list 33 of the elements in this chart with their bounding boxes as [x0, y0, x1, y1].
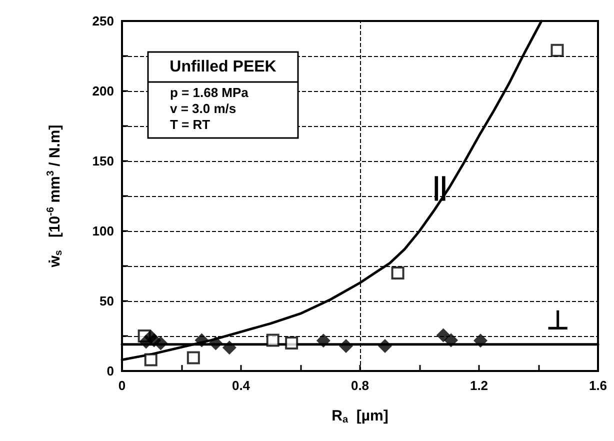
point: [339, 338, 354, 353]
point: [391, 266, 404, 280]
point: [186, 351, 200, 364]
point: [436, 328, 450, 342]
point: [266, 334, 280, 347]
x-tick-label: 1.6: [588, 378, 608, 393]
x-tick-label: 0.4: [232, 378, 251, 393]
annotation: ⊥: [546, 305, 570, 335]
annotation: v = 3.0 m/s: [170, 101, 236, 116]
y-tick-label: 0: [106, 364, 114, 378]
point: [550, 44, 564, 57]
point: [473, 334, 488, 348]
y-tick-label: 150: [92, 154, 114, 168]
point: [316, 334, 330, 348]
annotation: Unfilled PEEK: [170, 58, 277, 76]
point: [194, 333, 209, 348]
y-tick-label: 100: [92, 224, 114, 238]
text: ẇs [10-6 mm3 / N.m]: [46, 124, 64, 268]
y-tick-label: 200: [92, 84, 114, 98]
annotation: p = 1.68 MPa: [170, 85, 250, 100]
x-tick-label: 0: [118, 378, 126, 393]
y-tick-label: 50: [100, 294, 114, 308]
point: [444, 333, 458, 348]
x-tick-label: 0.8: [350, 378, 370, 393]
point: [285, 336, 298, 350]
x-tick-label: 1.2: [470, 378, 488, 393]
point: [154, 336, 168, 350]
point: [222, 340, 236, 355]
point: [378, 338, 392, 353]
point: [208, 336, 223, 350]
annotation: T = RT: [170, 117, 210, 132]
point: [144, 353, 158, 366]
y-tick-label: 250: [92, 14, 114, 28]
